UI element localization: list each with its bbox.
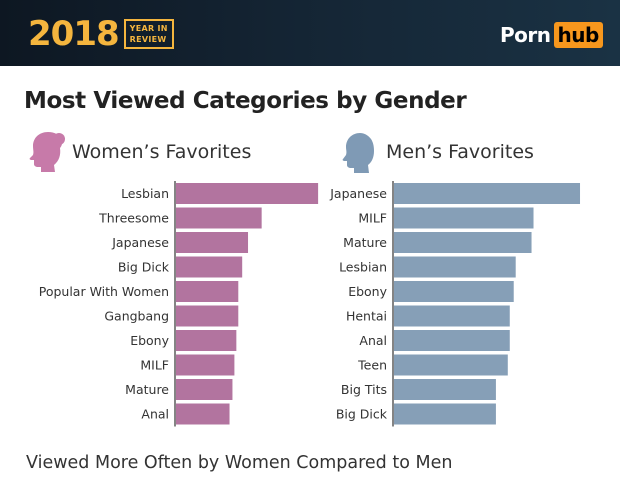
brand-logo-left: Porn [500, 23, 551, 47]
brand-logo: Porn hub [500, 22, 603, 48]
men-bar-label-4: Lesbian [339, 260, 387, 275]
year-in-review-badge: YEAR IN REVIEW [123, 19, 174, 49]
men-bar-label-1: Japanese [329, 186, 387, 201]
men-bar-2 [394, 207, 534, 229]
women-bar-10 [176, 403, 230, 425]
women-bar-2 [176, 207, 262, 229]
women-bar-label-6: Gangbang [104, 309, 169, 324]
women-bar-3 [176, 232, 249, 253]
men-bar-label-7: Anal [359, 333, 387, 348]
men-bar-8 [394, 354, 508, 376]
men-bar-label-5: Ebony [348, 284, 387, 299]
men-bar-7 [394, 330, 510, 351]
women-bar-label-8: MILF [140, 358, 169, 373]
women-bar-7 [176, 330, 237, 351]
women-panel-label: Women’s Favorites [72, 141, 252, 163]
men-bar-6 [394, 305, 510, 327]
women-bar-5 [176, 281, 239, 302]
men-bar-9 [394, 379, 496, 400]
year-number: 2018 [28, 14, 120, 54]
women-bar-label-1: Lesbian [121, 186, 169, 201]
men-bar-5 [394, 281, 514, 302]
year-in-review-logo: 2018 YEAR IN REVIEW [28, 12, 174, 56]
women-bar-4 [176, 256, 243, 278]
women-bar-8 [176, 354, 235, 376]
women-bar-label-4: Big Dick [118, 260, 170, 275]
men-bar-label-10: Big Dick [336, 407, 388, 422]
woman-head-silhouette-icon [29, 132, 65, 172]
women-bar-1 [176, 183, 319, 204]
men-bar-1 [394, 183, 581, 204]
women-bar-9 [176, 379, 233, 400]
women-panel-header: Women’s Favorites [22, 128, 251, 176]
men-bar-label-9: Big Tits [341, 382, 387, 397]
men-bar-label-2: MILF [358, 211, 387, 226]
men-panel-label: Men’s Favorites [386, 141, 534, 163]
year-sub-line-1: YEAR IN [129, 24, 168, 33]
women-bar-label-2: Threesome [98, 211, 169, 226]
men-bar-label-8: Teen [357, 358, 387, 373]
men-bar-10 [394, 403, 496, 425]
man-head-silhouette-icon [342, 133, 374, 173]
men-bar-3 [394, 232, 532, 253]
chart-footer-caption: Viewed More Often by Women Compared to M… [26, 453, 453, 473]
brand-logo-right: hub [553, 22, 603, 48]
men-bar-label-3: Mature [343, 235, 387, 250]
women-bar-label-9: Mature [125, 382, 169, 397]
men-panel-header: Men’s Favorites [336, 128, 534, 176]
men-bar-4 [394, 256, 516, 278]
chart-title: Most Viewed Categories by Gender [24, 88, 467, 114]
header-banner: 2018 YEAR IN REVIEW Porn hub [0, 0, 620, 66]
women-bar-label-7: Ebony [130, 333, 169, 348]
women-bar-label-10: Anal [141, 407, 169, 422]
women-bar-label-3: Japanese [111, 235, 169, 250]
women-bar-6 [176, 305, 239, 327]
men-bar-label-6: Hentai [346, 309, 387, 324]
year-sub-line-2: REVIEW [129, 35, 167, 44]
women-bar-label-5: Popular With Women [39, 284, 169, 299]
